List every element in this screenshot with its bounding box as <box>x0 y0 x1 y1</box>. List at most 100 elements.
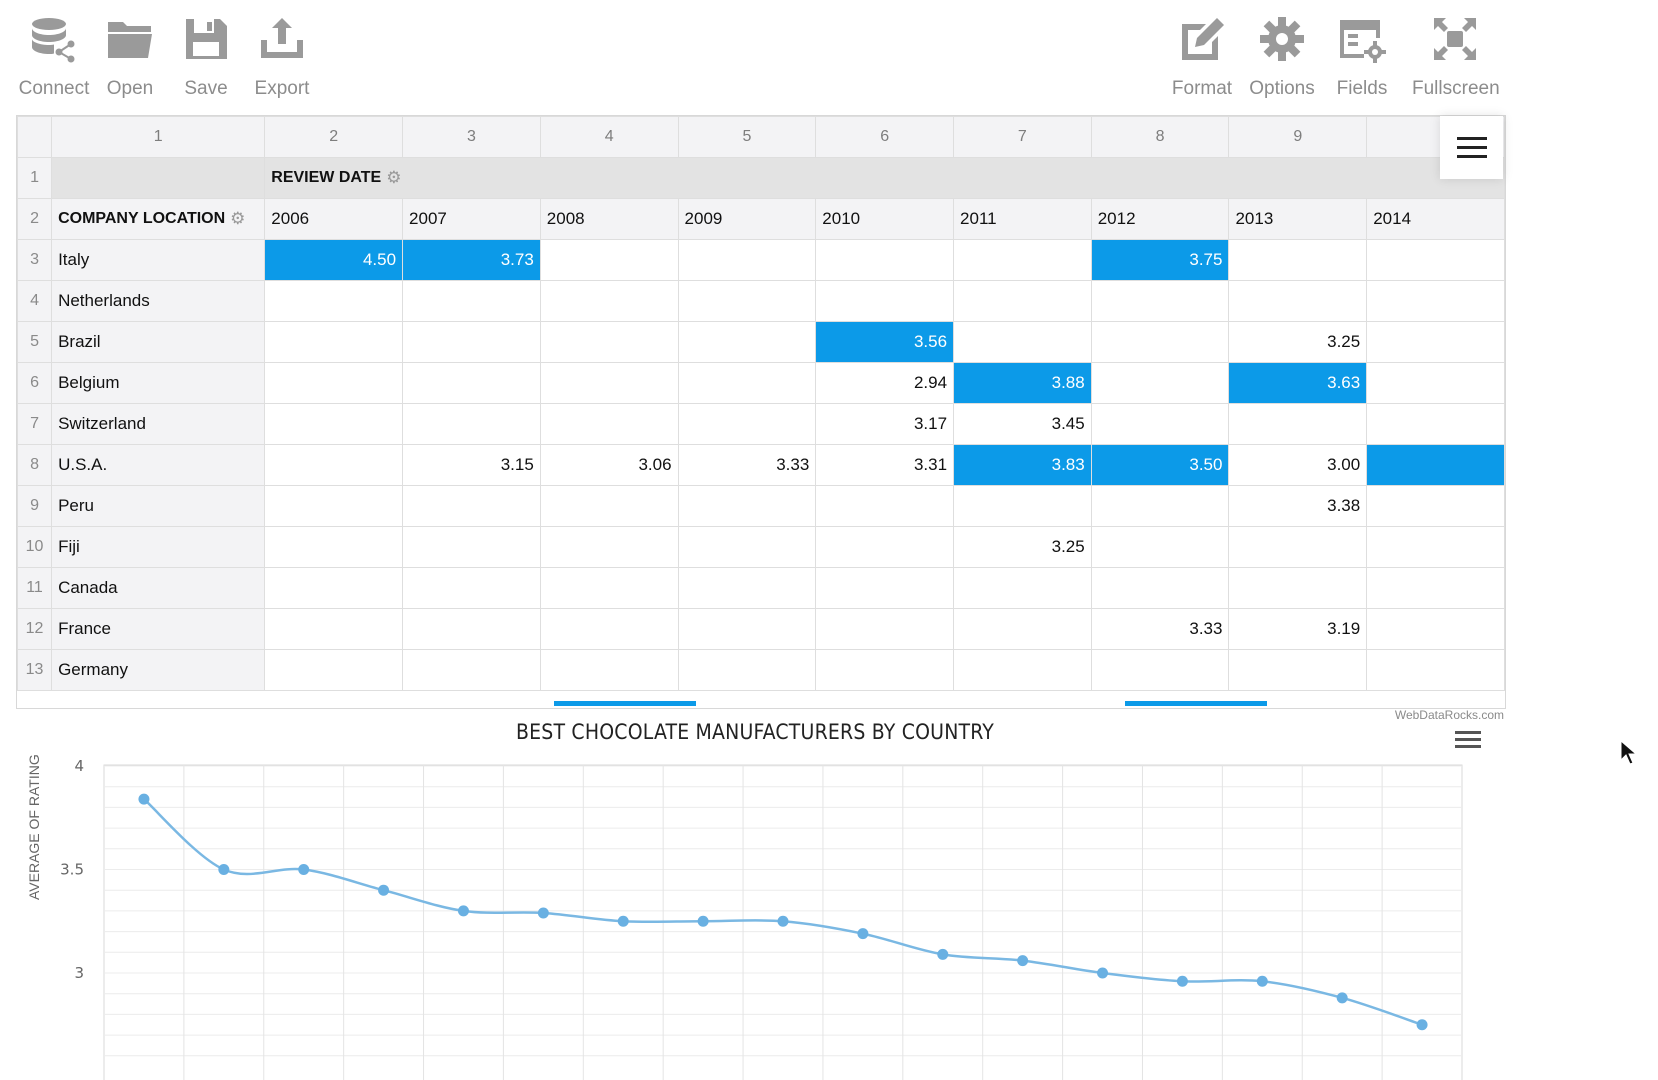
data-cell[interactable] <box>815 485 955 527</box>
data-cell[interactable]: 3.83 <box>953 444 1092 486</box>
data-cell[interactable]: 3.33 <box>1090 608 1230 650</box>
data-cell[interactable] <box>677 239 817 281</box>
data-cell[interactable] <box>1090 280 1230 322</box>
data-cell[interactable] <box>815 649 955 691</box>
row-header-belgium[interactable]: Belgium <box>51 362 266 404</box>
data-cell[interactable] <box>539 321 679 363</box>
data-cell[interactable] <box>1366 362 1505 404</box>
data-cell[interactable] <box>677 321 817 363</box>
data-cell[interactable] <box>677 649 817 691</box>
row-header-italy[interactable]: Italy <box>51 239 266 281</box>
data-cell[interactable] <box>677 403 817 445</box>
data-cell[interactable] <box>677 608 817 650</box>
data-cell[interactable] <box>1366 239 1505 281</box>
row-header-fiji[interactable]: Fiji <box>51 526 266 568</box>
data-cell[interactable] <box>1090 526 1230 568</box>
data-cell[interactable]: 3.17 <box>815 403 955 445</box>
year-header[interactable]: 2013 <box>1228 198 1368 240</box>
data-cell[interactable] <box>815 526 955 568</box>
data-cell[interactable]: 3.06 <box>539 444 679 486</box>
data-cell[interactable] <box>402 362 541 404</box>
company-location-label[interactable]: COMPANY LOCATION <box>58 210 226 227</box>
data-cell[interactable]: 3.25 <box>953 526 1092 568</box>
data-cell[interactable] <box>1366 444 1505 486</box>
data-cell[interactable]: 3.50 <box>1090 444 1230 486</box>
data-cell[interactable] <box>264 362 404 404</box>
row-header-netherlands[interactable]: Netherlands <box>51 280 266 322</box>
data-cell[interactable]: 3.75 <box>1090 239 1230 281</box>
data-cell[interactable] <box>264 567 404 609</box>
data-cell[interactable] <box>264 526 404 568</box>
data-cell[interactable] <box>264 485 404 527</box>
data-cell[interactable]: 3.38 <box>1228 485 1368 527</box>
data-cell[interactable] <box>539 403 679 445</box>
data-cell[interactable] <box>539 649 679 691</box>
grid-menu-button[interactable] <box>1440 116 1503 179</box>
data-cell[interactable] <box>815 280 955 322</box>
data-cell[interactable] <box>264 649 404 691</box>
data-cell[interactable] <box>402 649 541 691</box>
data-cell[interactable] <box>1090 485 1230 527</box>
credit-link[interactable]: WebDataRocks.com <box>1394 708 1504 722</box>
year-header[interactable]: 2007 <box>402 198 541 240</box>
data-cell[interactable] <box>402 485 541 527</box>
export-button[interactable]: Export <box>242 14 322 100</box>
chart-menu-button[interactable] <box>1455 730 1485 754</box>
data-cell[interactable]: 3.33 <box>677 444 817 486</box>
data-cell[interactable] <box>1090 321 1230 363</box>
data-cell[interactable] <box>539 526 679 568</box>
data-cell[interactable] <box>677 362 817 404</box>
data-cell[interactable] <box>264 321 404 363</box>
data-cell[interactable] <box>402 321 541 363</box>
data-cell[interactable]: 3.00 <box>1228 444 1368 486</box>
row-header-peru[interactable]: Peru <box>51 485 266 527</box>
data-cell[interactable] <box>1090 362 1230 404</box>
review-date-filter-label[interactable]: REVIEW DATE <box>271 169 382 186</box>
data-cell[interactable] <box>953 485 1092 527</box>
data-cell[interactable]: 3.25 <box>1228 321 1368 363</box>
data-cell[interactable] <box>953 239 1092 281</box>
fields-button[interactable]: Fields <box>1322 14 1402 100</box>
data-cell[interactable]: 3.73 <box>402 239 541 281</box>
settings-gear-icon[interactable]: ⚙ <box>230 209 246 228</box>
data-cell[interactable] <box>539 280 679 322</box>
settings-gear-icon[interactable]: ⚙ <box>386 168 402 187</box>
row-header-filter-cell[interactable]: COMPANY LOCATION ⚙ <box>51 198 266 240</box>
pivot-grid[interactable]: 1 2 3 4 5 6 7 8 9 1 REVIEW DATE ⚙ 2 COMPANY LOCATION ⚙… <box>16 115 1506 709</box>
data-cell[interactable]: 2.94 <box>815 362 955 404</box>
format-button[interactable]: Format <box>1162 14 1242 100</box>
data-cell[interactable]: 3.63 <box>1228 362 1368 404</box>
data-cell[interactable] <box>264 608 404 650</box>
year-header[interactable]: 2008 <box>539 198 679 240</box>
data-cell[interactable] <box>1228 280 1368 322</box>
data-cell[interactable] <box>539 608 679 650</box>
row-header-usa[interactable]: U.S.A. <box>51 444 266 486</box>
row-header-switzerland[interactable]: Switzerland <box>51 403 266 445</box>
data-cell[interactable] <box>1366 321 1505 363</box>
data-cell[interactable] <box>1228 239 1368 281</box>
year-header[interactable]: 2012 <box>1090 198 1230 240</box>
data-cell[interactable] <box>402 608 541 650</box>
data-cell[interactable] <box>402 567 541 609</box>
data-cell[interactable] <box>677 567 817 609</box>
data-cell[interactable]: 4.50 <box>264 239 404 281</box>
row-header-canada[interactable]: Canada <box>51 567 266 609</box>
data-cell[interactable] <box>539 362 679 404</box>
data-cell[interactable] <box>402 403 541 445</box>
data-cell[interactable] <box>1090 649 1230 691</box>
data-cell[interactable] <box>539 239 679 281</box>
data-cell[interactable] <box>264 280 404 322</box>
data-cell[interactable] <box>402 280 541 322</box>
row-header-brazil[interactable]: Brazil <box>51 321 266 363</box>
data-cell[interactable] <box>539 485 679 527</box>
data-cell[interactable] <box>953 608 1092 650</box>
data-cell[interactable]: 3.88 <box>953 362 1092 404</box>
data-cell[interactable] <box>1090 403 1230 445</box>
data-cell[interactable] <box>1228 403 1368 445</box>
data-cell[interactable] <box>1366 567 1505 609</box>
open-button[interactable]: Open <box>90 14 170 100</box>
year-header[interactable]: 2006 <box>264 198 404 240</box>
data-cell[interactable] <box>815 608 955 650</box>
data-cell[interactable] <box>1366 649 1505 691</box>
data-cell[interactable] <box>677 485 817 527</box>
